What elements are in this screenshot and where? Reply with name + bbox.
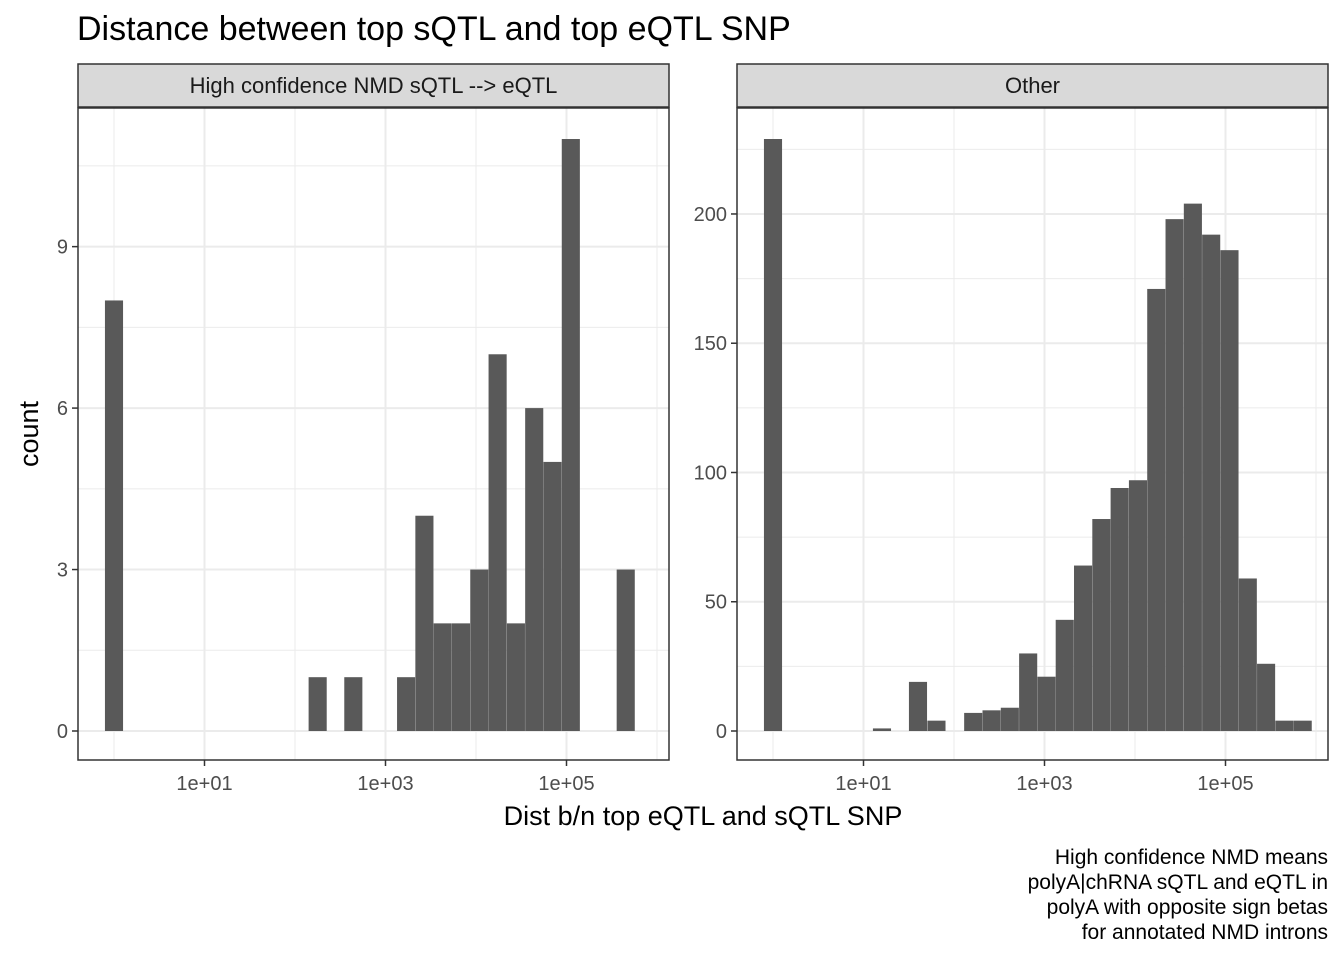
- y-tick-label: 150: [694, 333, 727, 355]
- histogram-bar: [1293, 720, 1312, 731]
- histogram-bar: [1220, 250, 1239, 732]
- y-tick-label: 0: [57, 721, 68, 743]
- x-tick-label: 1e+01: [835, 773, 891, 795]
- caption-line: polyA|chRNA sQTL and eQTL in: [1028, 871, 1328, 894]
- histogram-bar: [1183, 203, 1202, 732]
- y-axis: 0 50 100 150 200: [694, 204, 737, 743]
- histogram-bar: [1128, 480, 1148, 731]
- histogram-bar: [1202, 234, 1221, 732]
- histogram-bar: [104, 300, 124, 731]
- histogram-bar: [1092, 519, 1111, 731]
- x-tick-label: 1e+03: [1016, 773, 1072, 795]
- histogram-bar: [982, 710, 1001, 731]
- histogram-bar: [543, 461, 562, 731]
- histogram-bar: [1074, 565, 1093, 731]
- chart-title: Distance between top sQTL and top eQTL S…: [77, 10, 791, 48]
- x-axis: 1e+01 1e+03 1e+05: [835, 760, 1254, 795]
- histogram-bar: [1275, 720, 1294, 731]
- histogram-bar: [1257, 663, 1276, 731]
- histogram-bar: [1165, 219, 1184, 731]
- y-tick-label: 9: [57, 237, 68, 259]
- histogram-bars: [763, 139, 1312, 732]
- histogram-bar: [506, 623, 525, 731]
- histogram-bar: [308, 677, 327, 731]
- histogram-bar: [415, 515, 434, 731]
- x-tick-label: 1e+03: [357, 773, 413, 795]
- caption-line: for annotated NMD introns: [1082, 921, 1328, 944]
- y-axis: 0 3 6 9: [57, 237, 78, 743]
- y-tick-label: 3: [57, 560, 68, 582]
- facet-strip: [736, 63, 1329, 108]
- panel-background: [78, 108, 669, 760]
- y-tick-label: 6: [57, 398, 68, 420]
- x-tick-label: 1e+05: [538, 773, 594, 795]
- histogram-bars: [104, 139, 635, 731]
- histogram-bar: [1000, 707, 1019, 731]
- x-tick-label: 1e+01: [176, 773, 232, 795]
- histogram-bar: [1238, 578, 1257, 731]
- caption-line: High confidence NMD means: [1055, 846, 1328, 869]
- facet-panel-2: Other 0 50 100 150 200 1e+01 1e+03 1e+05: [694, 63, 1329, 795]
- histogram-bar: [525, 408, 544, 731]
- histogram-bar: [397, 677, 416, 731]
- histogram-bar: [344, 677, 363, 731]
- histogram-bar: [908, 681, 928, 731]
- x-axis: 1e+01 1e+03 1e+05: [176, 760, 595, 795]
- y-tick-label: 100: [694, 462, 727, 484]
- histogram-bar: [927, 720, 946, 731]
- facet-strip-label: Other: [1005, 73, 1060, 98]
- histogram-bar: [488, 354, 507, 731]
- panel-border: [77, 107, 670, 761]
- histogram-bar: [616, 569, 635, 731]
- y-tick-label: 200: [694, 204, 727, 226]
- x-tick-label: 1e+05: [1197, 773, 1253, 795]
- y-axis-title: count: [14, 400, 44, 467]
- histogram-bar: [1147, 288, 1166, 731]
- facet-panels: High confidence NMD sQTL --> eQTL 0 3 6 9 1e+…: [57, 63, 1329, 795]
- y-tick-label: 0: [716, 721, 727, 743]
- panel-border: [736, 107, 1329, 761]
- histogram-bar: [763, 139, 783, 731]
- histogram-bar: [1055, 619, 1074, 731]
- histogram-bar: [433, 623, 452, 731]
- histogram-bar: [451, 623, 471, 731]
- facet-strip-label: High confidence NMD sQTL --> eQTL: [190, 73, 558, 98]
- histogram-bar: [1037, 676, 1056, 731]
- caption-line: polyA with opposite sign betas: [1047, 896, 1328, 919]
- histogram-bar: [561, 139, 580, 731]
- histogram-bar: [1110, 487, 1129, 731]
- x-axis-title: Dist b/n top eQTL and sQTL SNP: [504, 801, 903, 831]
- histogram-bar: [470, 569, 489, 731]
- histogram-bar: [1019, 653, 1038, 731]
- histogram-bar: [964, 712, 983, 731]
- facet-strip: [77, 63, 670, 108]
- facet-panel-1: High confidence NMD sQTL --> eQTL 0 3 6 9 1e+…: [57, 63, 670, 795]
- y-tick-label: 50: [705, 592, 727, 614]
- histogram-bar: [872, 728, 892, 731]
